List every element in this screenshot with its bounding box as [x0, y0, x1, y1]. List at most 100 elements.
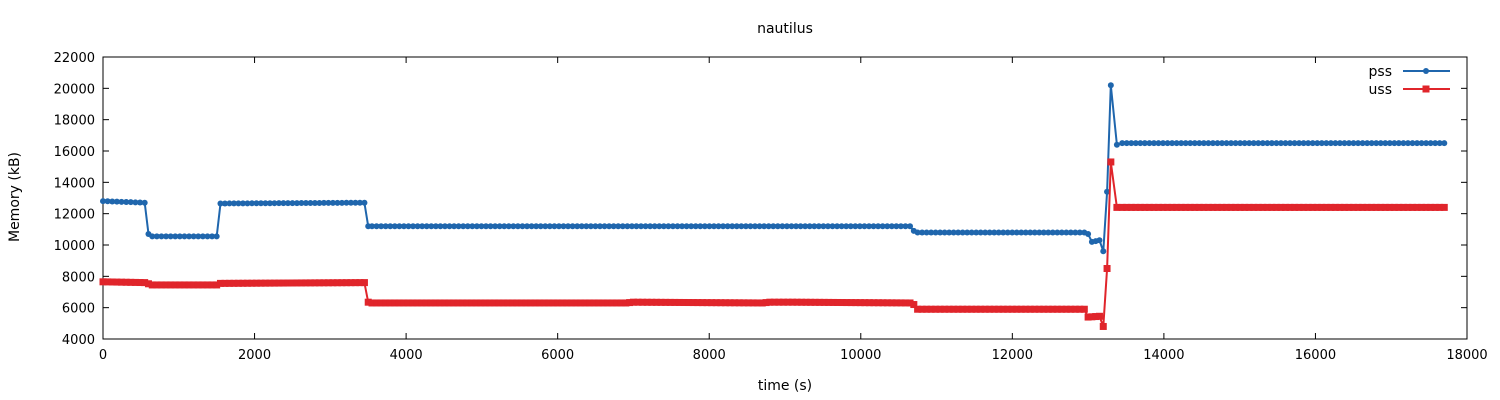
pss-point [995, 229, 1002, 236]
uss-point [427, 299, 435, 307]
uss-point [558, 299, 566, 307]
uss-point [382, 299, 390, 307]
pss-point [1150, 140, 1157, 147]
uss-point [622, 299, 630, 307]
uss-point [995, 305, 1003, 313]
uss-point [311, 279, 319, 287]
pss-point [1049, 229, 1056, 236]
uss-point [306, 279, 314, 287]
pss-point [423, 223, 430, 230]
uss-point [342, 279, 350, 287]
uss-point [239, 279, 247, 287]
uss-point [577, 299, 585, 307]
pss-point [834, 223, 841, 230]
uss-point [1250, 203, 1258, 211]
pss-point [1409, 140, 1416, 147]
pss-point [1209, 140, 1216, 147]
pss-point [391, 223, 398, 230]
uss-point [1368, 203, 1376, 211]
uss-point [279, 279, 287, 287]
uss-point [395, 299, 403, 307]
uss-point [1422, 203, 1430, 211]
pss-point [651, 223, 658, 230]
pss-point [1250, 140, 1257, 147]
uss-point [1095, 312, 1103, 320]
pss-point [1009, 229, 1016, 236]
pss-point [1318, 140, 1325, 147]
uss-point [643, 298, 651, 306]
pss-point [601, 223, 608, 230]
pss-point [113, 198, 120, 205]
uss-point [1088, 313, 1096, 321]
uss-point [586, 299, 594, 307]
pss-point [217, 200, 224, 207]
pss-point [369, 223, 376, 230]
uss-point [897, 299, 905, 307]
uss-point [892, 299, 900, 307]
pss-point [153, 233, 160, 240]
uss-point [329, 279, 337, 287]
pss-point [1418, 140, 1425, 147]
uss-point [409, 299, 417, 307]
uss-point [1277, 203, 1285, 211]
uss-point [914, 305, 922, 313]
uss-point [608, 299, 616, 307]
uss-point [1145, 203, 1153, 211]
uss-point [749, 299, 757, 307]
uss-point [762, 299, 770, 307]
pss-point [1214, 140, 1221, 147]
pss-point [706, 223, 713, 230]
pss-point [555, 223, 562, 230]
uss-point [652, 298, 660, 306]
pss-point [1076, 229, 1083, 236]
pss-point [1332, 140, 1339, 147]
pss-point [118, 198, 125, 205]
uss-point [463, 299, 471, 307]
pss-point [437, 223, 444, 230]
y-tick-label: 22000 [54, 51, 95, 66]
uss-point [712, 299, 720, 307]
pss-point [320, 199, 327, 206]
uss-point [634, 298, 642, 306]
x-tick-label: 14000 [1143, 348, 1184, 363]
pss-point [1391, 140, 1398, 147]
uss-point [108, 278, 116, 286]
uss-point [176, 281, 184, 289]
uss-point [1268, 203, 1276, 211]
pss-point [959, 229, 966, 236]
pss-point [697, 223, 704, 230]
uss-point [784, 298, 792, 306]
uss-point [671, 298, 679, 306]
uss-point [333, 279, 341, 287]
uss-point [351, 279, 359, 287]
pss-point [656, 223, 663, 230]
y-axis-title: Memory (kB) [7, 152, 23, 242]
uss-point [1322, 203, 1330, 211]
uss-point [1431, 203, 1439, 211]
uss-point [1381, 203, 1389, 211]
y-tick-label: 14000 [54, 176, 95, 191]
pss-point [1113, 141, 1120, 148]
uss-point [999, 305, 1007, 313]
uss-point [721, 299, 729, 307]
uss-point [418, 299, 426, 307]
uss-point [518, 299, 526, 307]
pss-point [820, 223, 827, 230]
uss-point [356, 279, 364, 287]
pss-point [478, 223, 485, 230]
uss-point [1282, 203, 1290, 211]
pss-point [560, 223, 567, 230]
pss-point [907, 223, 914, 230]
pss-point [199, 233, 206, 240]
uss-point [1123, 203, 1131, 211]
pss-point [955, 229, 962, 236]
pss-point [1386, 140, 1393, 147]
pss-point [387, 223, 394, 230]
uss-point [735, 299, 743, 307]
pss-point [824, 223, 831, 230]
pss-point [1232, 140, 1239, 147]
pss-point [469, 223, 476, 230]
uss-point [1259, 203, 1267, 211]
uss-point [1295, 203, 1303, 211]
